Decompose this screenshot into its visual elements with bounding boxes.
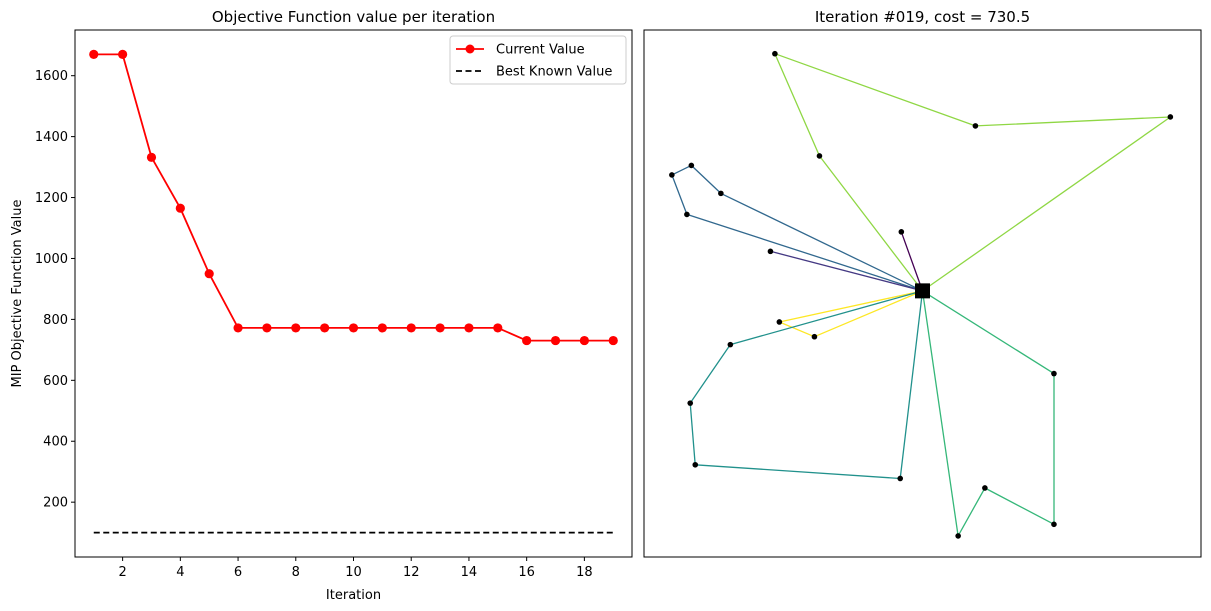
current-value-point	[118, 49, 128, 59]
current-value-point	[89, 49, 99, 59]
current-value-point	[175, 203, 185, 213]
x-axis-label: Iteration	[326, 588, 381, 603]
nodes-layer	[669, 50, 1174, 539]
current-value-point	[493, 323, 503, 333]
y-tick-label: 400	[43, 435, 68, 450]
current-value-point	[435, 323, 445, 333]
customer-node	[684, 211, 690, 218]
current-value-point	[146, 152, 157, 162]
y-tick-label: 1600	[35, 69, 68, 84]
route-path	[774, 53, 1172, 292]
y-axis-label: MIP Objective Function Value	[10, 200, 25, 388]
current-value-point	[204, 269, 214, 279]
customer-node	[982, 485, 988, 491]
legend: Current Value Best Known Value	[449, 35, 627, 85]
customer-node	[972, 123, 979, 129]
y-tick-label: 600	[43, 374, 68, 389]
x-tick-label: 16	[518, 565, 535, 580]
series-layer	[89, 49, 618, 534]
current-value-point	[608, 335, 618, 346]
y-tick-label: 200	[43, 496, 68, 511]
x-tick-label: 2	[118, 565, 126, 580]
customer-node	[811, 333, 818, 340]
current-value-point	[233, 323, 243, 333]
customer-node	[687, 400, 694, 406]
current-value-point	[262, 323, 272, 333]
customer-node	[669, 172, 675, 178]
current-value-line	[93, 53, 614, 342]
route-path	[921, 290, 1055, 537]
current-value-point	[579, 335, 589, 346]
x-tick-label: 14	[461, 565, 478, 580]
objective-chart-title: Objective Function value per iteration	[212, 8, 495, 26]
customer-node	[727, 341, 734, 348]
legend-label-current: Current Value	[496, 43, 585, 58]
x-tick-label: 8	[292, 565, 300, 580]
x-tick-label: 4	[176, 565, 184, 580]
customer-node	[955, 533, 961, 539]
route-path	[689, 290, 924, 480]
customer-node	[767, 248, 774, 255]
customer-node	[816, 153, 823, 159]
depot-node	[915, 283, 930, 299]
current-value-point	[291, 323, 301, 333]
customer-node	[1051, 370, 1057, 377]
customer-node	[1051, 521, 1057, 528]
x-tick-label: 10	[345, 565, 362, 580]
current-value-point	[320, 323, 330, 333]
current-value-point	[550, 335, 561, 346]
customer-node	[772, 50, 778, 57]
y-tick-label: 800	[43, 313, 68, 328]
objective-chart: Objective Function value per iteration I…	[10, 8, 633, 603]
objective-plot-frame	[74, 29, 633, 558]
customer-node	[898, 229, 905, 235]
customer-node	[718, 190, 724, 197]
x-tick-label: 6	[234, 565, 242, 580]
legend-box	[449, 35, 627, 85]
customer-node	[688, 162, 695, 169]
y-tick-label: 1200	[35, 191, 68, 206]
routes-layer	[671, 53, 1172, 537]
customer-node	[692, 461, 699, 468]
route-path	[671, 164, 923, 292]
legend-marker-current	[465, 44, 475, 54]
y-tick-label: 1400	[35, 130, 68, 145]
customer-node	[897, 475, 904, 482]
current-value-point	[406, 323, 416, 333]
x-tick-label: 12	[403, 565, 420, 580]
current-value-point	[348, 323, 359, 333]
current-value-point	[377, 323, 387, 333]
current-value-point	[522, 335, 532, 346]
customer-node	[776, 319, 783, 325]
route-map-frame	[643, 29, 1202, 558]
route-path	[778, 290, 923, 338]
x-tick-label: 18	[576, 565, 593, 580]
axis-ticks: 2 4 6 8 10 12 14 16 18 200 400 600 800 1000 1200 1400 16…	[35, 69, 593, 580]
y-tick-label: 1000	[35, 252, 68, 267]
customer-node	[1167, 114, 1174, 120]
route-map-title: Iteration #019, cost = 730.5	[815, 8, 1030, 26]
route-path	[769, 250, 923, 292]
legend-label-best: Best Known Value	[496, 65, 612, 80]
current-value-point	[464, 323, 474, 333]
route-map-chart: Iteration #019, cost = 730.5	[643, 8, 1202, 558]
